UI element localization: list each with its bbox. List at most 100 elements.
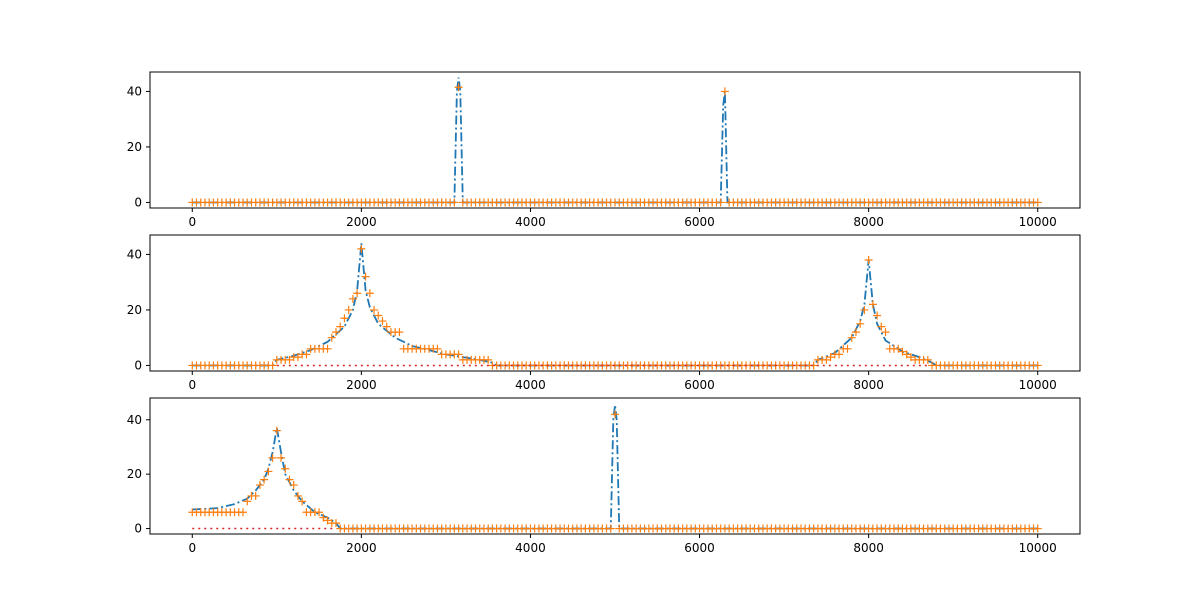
- plus-marker: [272, 426, 281, 435]
- y-tick-label: 40: [127, 247, 142, 261]
- plus-marker: [822, 355, 831, 364]
- plus-marker: [606, 524, 615, 533]
- plus-marker: [902, 350, 911, 359]
- x-tick-label: 2000: [346, 215, 377, 229]
- plus-marker: [361, 272, 370, 281]
- plus-marker: [881, 328, 890, 337]
- marker-series: [188, 410, 1042, 533]
- plus-marker: [1033, 524, 1042, 533]
- plus-marker: [898, 347, 907, 356]
- plus-marker: [835, 350, 844, 359]
- plus-marker: [378, 317, 387, 326]
- plus-marker: [826, 353, 835, 362]
- plus-marker: [332, 328, 340, 337]
- plus-marker: [851, 328, 860, 337]
- plus-marker: [348, 294, 357, 303]
- plus-marker: [454, 83, 463, 92]
- plus-marker: [327, 333, 336, 342]
- x-tick-label: 10000: [1019, 378, 1057, 392]
- plus-marker: [906, 353, 915, 362]
- x-tick-label: 4000: [515, 215, 546, 229]
- plus-marker: [268, 453, 277, 462]
- plus-marker: [720, 87, 729, 96]
- plus-marker: [454, 350, 463, 359]
- x-tick-label: 6000: [684, 215, 715, 229]
- x-tick-label: 10000: [1019, 215, 1057, 229]
- plot-area-1: [188, 77, 1042, 207]
- x-tick-label: 8000: [853, 541, 884, 555]
- x-tick-label: 6000: [684, 541, 715, 555]
- x-tick-label: 2000: [346, 378, 377, 392]
- plus-marker: [260, 475, 269, 484]
- plus-marker: [336, 322, 345, 331]
- plus-marker: [285, 355, 294, 364]
- y-tick-label: 0: [134, 195, 142, 209]
- x-tick-label: 10000: [1019, 541, 1057, 555]
- y-tick-label: 0: [134, 358, 142, 372]
- y-tick-label: 0: [134, 522, 142, 536]
- plus-marker: [268, 361, 277, 370]
- plus-marker: [289, 481, 298, 490]
- plus-marker: [353, 289, 362, 298]
- plus-marker: [243, 497, 252, 506]
- plus-marker: [716, 198, 725, 207]
- x-tick-label: 4000: [515, 541, 546, 555]
- plus-marker: [860, 305, 869, 314]
- plus-marker: [374, 311, 383, 320]
- plus-marker: [302, 350, 311, 359]
- plus-marker: [894, 344, 903, 353]
- plus-marker: [340, 314, 349, 323]
- plus-marker: [357, 244, 366, 253]
- plus-marker: [433, 344, 442, 353]
- plus-marker: [239, 508, 247, 517]
- x-tick-label: 0: [188, 378, 196, 392]
- plus-marker: [864, 255, 873, 264]
- axes-frame: [149, 397, 1081, 535]
- plus-marker: [264, 467, 273, 476]
- x-tick-label: 8000: [853, 215, 884, 229]
- plus-marker: [856, 319, 865, 328]
- plus-marker: [873, 311, 882, 320]
- plus-marker: [293, 353, 302, 362]
- plus-marker: [1033, 198, 1042, 207]
- y-tick-label: 40: [127, 84, 142, 98]
- plus-marker: [323, 344, 332, 353]
- plus-marker: [293, 491, 302, 500]
- plus-marker: [450, 198, 459, 207]
- plus-marker: [370, 305, 379, 314]
- plus-marker: [277, 453, 286, 462]
- x-tick-label: 0: [188, 215, 196, 229]
- plus-marker: [319, 513, 328, 522]
- x-tick-label: 2000: [346, 541, 377, 555]
- plus-marker: [868, 300, 877, 309]
- plus-marker: [365, 289, 374, 298]
- plus-marker: [847, 333, 856, 342]
- plus-marker: [255, 481, 264, 490]
- x-tick-label: 6000: [684, 378, 715, 392]
- plus-marker: [611, 410, 619, 419]
- axes-frame: [149, 71, 1081, 209]
- plus-marker: [843, 344, 852, 353]
- plus-marker: [382, 322, 391, 331]
- plus-marker: [298, 497, 307, 506]
- x-tick-label: 4000: [515, 378, 546, 392]
- y-tick-label: 40: [127, 413, 142, 427]
- plus-marker: [923, 355, 932, 364]
- x-tick-label: 0: [188, 541, 196, 555]
- axes-frame: [149, 234, 1081, 372]
- plus-marker: [251, 491, 260, 500]
- plus-marker: [395, 328, 404, 337]
- plus-marker: [315, 508, 324, 517]
- y-tick-label: 20: [127, 140, 142, 154]
- plus-marker: [484, 355, 493, 364]
- subplot-1: 0 2000 4000 6000 8000 10000 0 20 40: [127, 71, 1081, 229]
- plot-area-2: [188, 243, 1042, 370]
- x-tick-label: 8000: [853, 378, 884, 392]
- plus-marker: [323, 516, 332, 525]
- plus-marker: [1033, 361, 1042, 370]
- y-tick-label: 20: [127, 467, 142, 481]
- plus-marker: [344, 305, 353, 314]
- plus-marker: [281, 464, 290, 473]
